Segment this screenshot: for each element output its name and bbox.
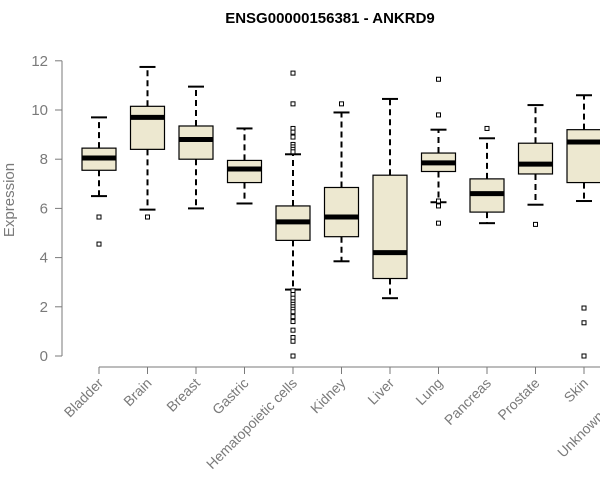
- y-tick-label: 0: [40, 348, 48, 365]
- x-tick-label: Liver: [364, 375, 397, 408]
- outlier-point: [145, 214, 150, 220]
- outlier-point: [581, 320, 587, 326]
- iqr-box: [178, 125, 214, 160]
- outlier-point: [96, 241, 102, 247]
- iqr-box: [372, 174, 408, 280]
- y-tick-label: 8: [40, 151, 48, 168]
- box-group: [129, 65, 166, 220]
- chart-title: ENSG00000156381 - ANKRD9: [225, 10, 435, 27]
- y-tick-label: 12: [31, 53, 48, 70]
- box-group: [226, 127, 263, 205]
- outlier-point: [436, 220, 441, 226]
- iqr-box: [517, 142, 554, 175]
- outlier-point: [290, 309, 296, 315]
- outlier-point: [290, 149, 296, 155]
- x-tick-label: Brain: [120, 375, 154, 409]
- outlier-point: [290, 314, 296, 320]
- box-group: [372, 97, 408, 300]
- iqr-box: [566, 129, 600, 184]
- box-group: [323, 101, 360, 263]
- box-group: [81, 116, 117, 247]
- y-axis: 0 2 4 6 8 10 12: [31, 53, 63, 365]
- iqr-box: [129, 105, 166, 150]
- box-group: [469, 125, 505, 225]
- x-tick-label: Bladder: [61, 375, 107, 421]
- outlier-point: [339, 101, 344, 107]
- iqr-box: [323, 186, 360, 238]
- y-tick-label: 10: [31, 102, 48, 119]
- x-tick-label: Hematopoietic cells: [203, 375, 300, 472]
- outlier-point: [484, 125, 490, 131]
- outlier-point: [436, 203, 441, 209]
- outlier-point: [290, 101, 296, 107]
- x-tick-label: Prostate: [494, 375, 542, 423]
- box-group: [566, 94, 600, 359]
- box-group: [178, 85, 214, 210]
- x-tick-label: Kidney: [307, 375, 349, 417]
- x-tick-label: Gastric: [209, 375, 252, 418]
- outlier-point: [290, 338, 296, 344]
- box-group: [275, 70, 311, 359]
- y-tick-label: 2: [40, 299, 48, 316]
- y-tick-label: 4: [40, 250, 48, 267]
- box-group: [517, 104, 554, 227]
- outlier-point: [436, 112, 441, 118]
- outlier-point: [436, 76, 441, 82]
- outlier-point: [436, 198, 441, 204]
- outlier-point: [290, 134, 296, 140]
- x-tick-label: Pancreas: [441, 375, 494, 428]
- x-tick-label: Lung: [412, 375, 445, 408]
- box-series: [81, 65, 600, 359]
- outlier-point: [290, 129, 296, 135]
- outlier-point: [290, 327, 296, 333]
- outlier-point: [96, 214, 102, 220]
- outlier-point: [581, 305, 587, 311]
- y-axis-label: Expression: [1, 163, 18, 237]
- outlier-point: [290, 319, 296, 325]
- x-tick-label: Breast: [163, 375, 203, 415]
- outlier-point: [581, 353, 587, 359]
- outlier-point: [290, 353, 296, 359]
- x-tick-label: Skin: [561, 375, 592, 406]
- box-group: [420, 76, 457, 226]
- outlier-point: [533, 221, 538, 227]
- y-tick-label: 6: [40, 200, 48, 217]
- outlier-point: [290, 70, 296, 76]
